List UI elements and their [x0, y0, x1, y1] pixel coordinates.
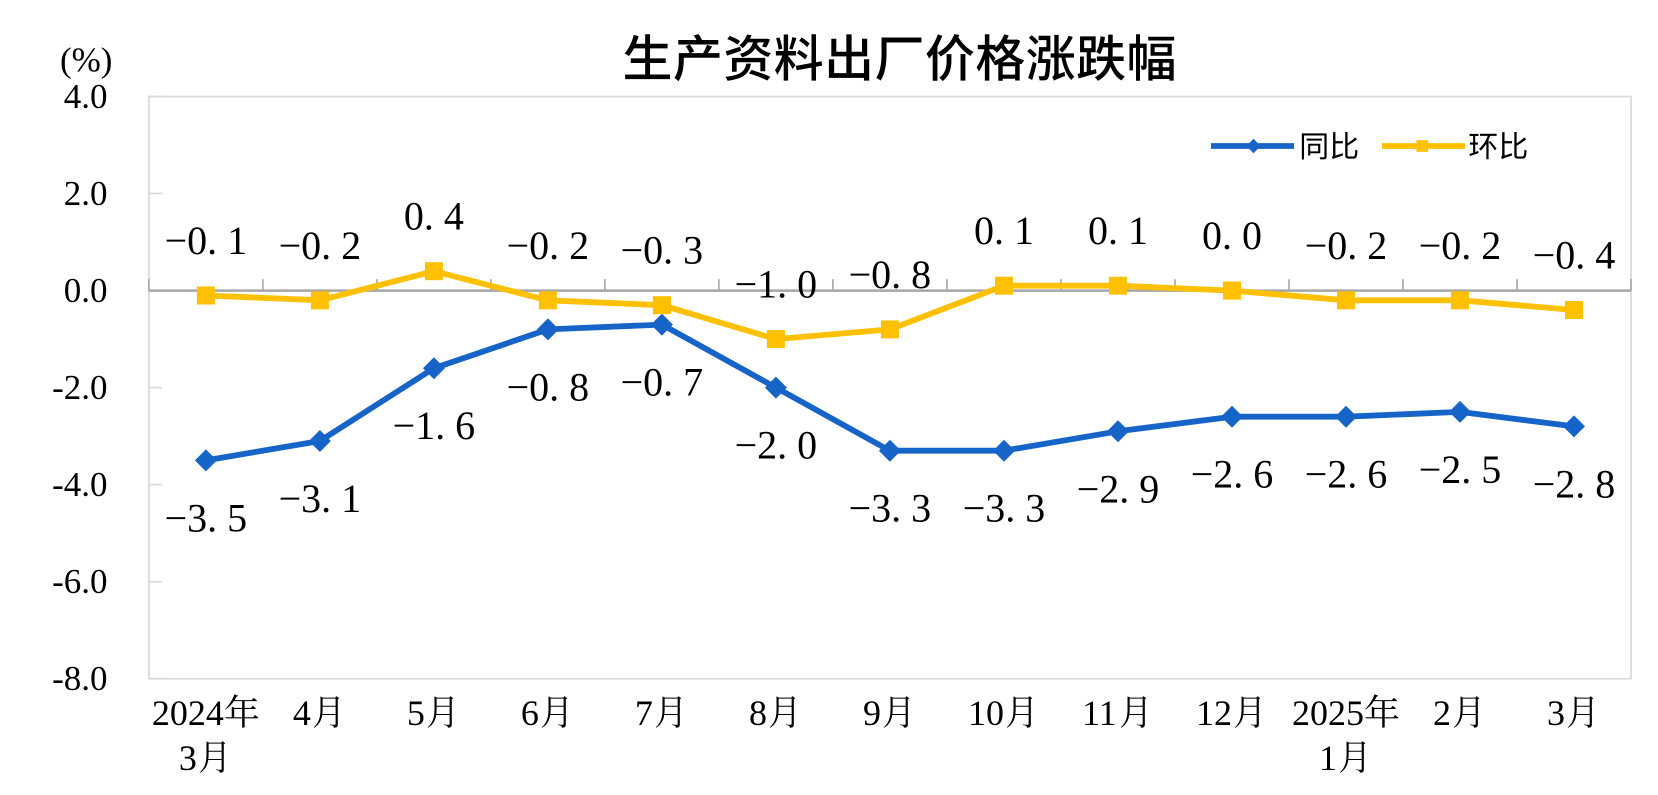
svg-text:4: 4: [293, 693, 311, 733]
svg-text:-2.0: -2.0: [52, 368, 107, 407]
svg-text:−3. 1: −3. 1: [279, 476, 362, 521]
svg-text:−1. 0: −1. 0: [735, 262, 818, 307]
svg-text:0. 0: 0. 0: [1202, 213, 1262, 258]
svg-text:11: 11: [1082, 693, 1117, 733]
svg-text:0. 1: 0. 1: [1088, 208, 1148, 253]
svg-text:9: 9: [863, 693, 881, 733]
svg-text:10: 10: [968, 693, 1004, 733]
svg-text:12: 12: [1196, 693, 1232, 733]
svg-text:3: 3: [179, 738, 197, 778]
svg-text:−0. 1: −0. 1: [165, 218, 248, 263]
svg-text:−3. 3: −3. 3: [849, 486, 932, 531]
svg-text:2025: 2025: [1292, 693, 1364, 733]
svg-text:−0. 8: −0. 8: [507, 364, 590, 409]
svg-text:−0. 3: −0. 3: [621, 228, 704, 273]
svg-text:-6.0: -6.0: [52, 562, 107, 601]
svg-text:−3. 3: −3. 3: [963, 486, 1046, 531]
svg-text:−0. 2: −0. 2: [1305, 223, 1388, 268]
svg-text:3: 3: [1547, 693, 1565, 733]
svg-text:−0. 2: −0. 2: [507, 223, 590, 268]
svg-text:0. 1: 0. 1: [974, 208, 1034, 253]
svg-text:−2. 9: −2. 9: [1077, 466, 1160, 511]
svg-text:−0. 4: −0. 4: [1533, 233, 1616, 278]
svg-text:6: 6: [521, 693, 539, 733]
svg-text:0. 4: 0. 4: [404, 194, 464, 239]
svg-text:5: 5: [407, 693, 425, 733]
svg-text:0.0: 0.0: [64, 271, 108, 310]
svg-text:−2. 8: −2. 8: [1533, 461, 1616, 506]
svg-text:-8.0: -8.0: [52, 659, 107, 698]
svg-text:2.0: 2.0: [64, 174, 108, 213]
svg-text:−1. 6: −1. 6: [393, 403, 476, 448]
svg-text:8: 8: [749, 693, 767, 733]
svg-text:2: 2: [1433, 693, 1451, 733]
svg-text:−2. 6: −2. 6: [1191, 452, 1274, 497]
svg-text:−2. 6: −2. 6: [1305, 452, 1388, 497]
svg-text:1: 1: [1319, 738, 1337, 778]
svg-text:4.0: 4.0: [64, 77, 108, 116]
svg-text:−0. 7: −0. 7: [621, 360, 704, 405]
svg-text:(%): (%): [60, 41, 112, 80]
svg-text:−0. 2: −0. 2: [279, 223, 362, 268]
svg-text:-4.0: -4.0: [52, 465, 107, 504]
svg-text:−2. 5: −2. 5: [1419, 447, 1502, 492]
svg-text:−3. 5: −3. 5: [165, 495, 248, 540]
svg-text:−0. 8: −0. 8: [849, 252, 932, 297]
svg-text:−2. 0: −2. 0: [735, 423, 818, 468]
svg-text:2024: 2024: [152, 693, 224, 733]
svg-text:−0. 2: −0. 2: [1419, 223, 1502, 268]
svg-text:7: 7: [635, 693, 653, 733]
